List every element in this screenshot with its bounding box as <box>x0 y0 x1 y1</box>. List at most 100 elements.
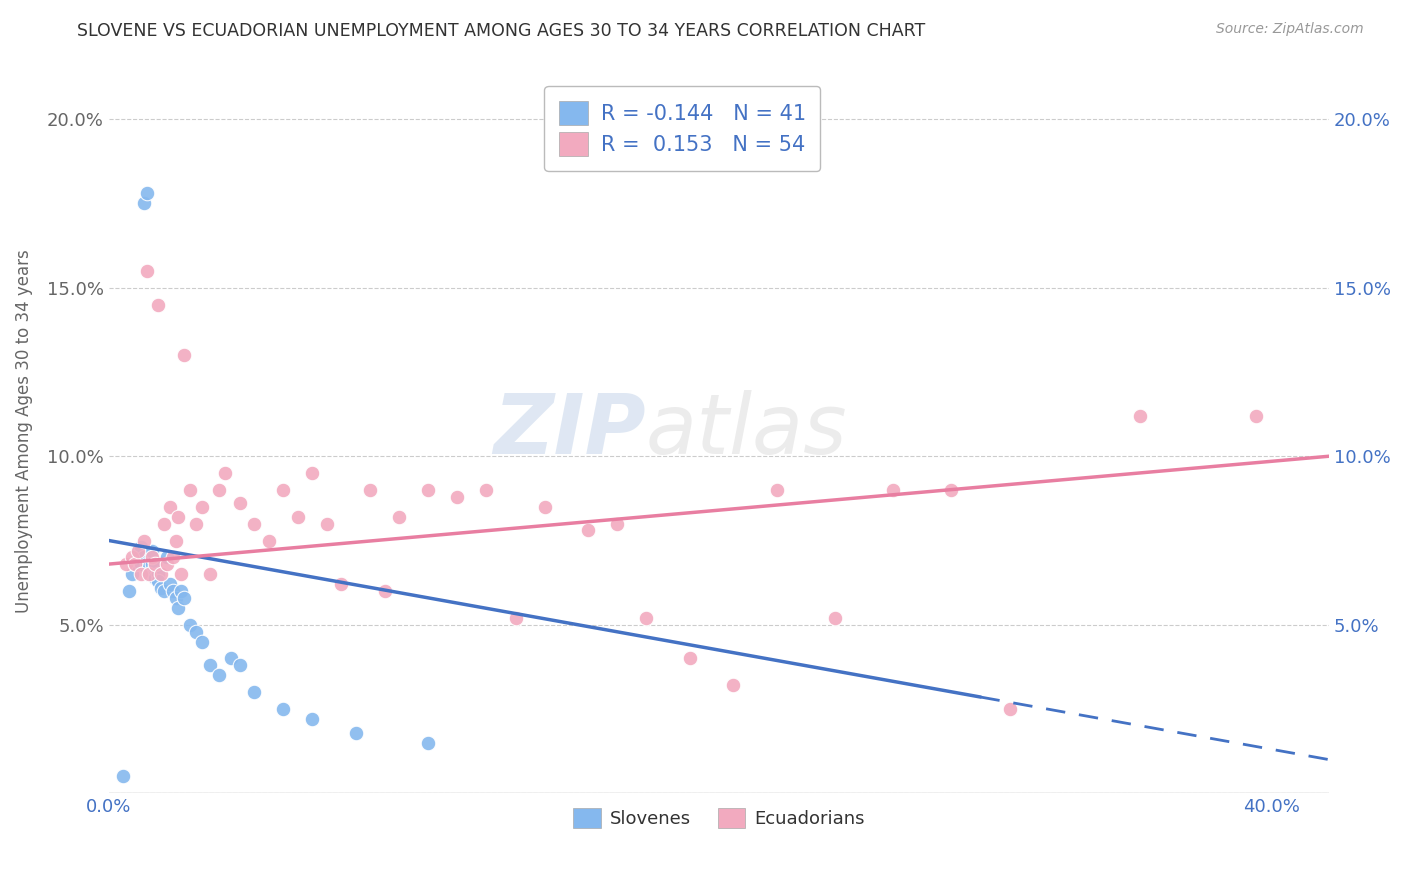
Point <box>219 651 242 665</box>
Point <box>121 550 143 565</box>
Point <box>679 651 702 665</box>
Point <box>138 567 160 582</box>
Point <box>184 624 207 639</box>
Point <box>167 509 190 524</box>
Point <box>179 617 201 632</box>
Point <box>208 483 231 497</box>
Point <box>118 584 141 599</box>
Point <box>150 581 173 595</box>
Point <box>418 483 440 497</box>
Point <box>138 560 160 574</box>
Point <box>146 574 169 588</box>
Point <box>208 668 231 682</box>
Point <box>115 557 138 571</box>
Point <box>301 466 323 480</box>
Point <box>156 557 179 571</box>
Point <box>228 658 250 673</box>
Point <box>159 500 181 514</box>
Point <box>141 543 163 558</box>
Point <box>146 297 169 311</box>
Point <box>723 678 745 692</box>
Text: Source: ZipAtlas.com: Source: ZipAtlas.com <box>1216 22 1364 37</box>
Point <box>162 584 184 599</box>
Point <box>243 685 266 699</box>
Point <box>162 550 184 565</box>
Point <box>243 516 266 531</box>
Point <box>533 500 555 514</box>
Text: ZIP: ZIP <box>494 391 645 472</box>
Y-axis label: Unemployment Among Ages 30 to 34 years: Unemployment Among Ages 30 to 34 years <box>15 249 32 613</box>
Point <box>165 533 187 548</box>
Point <box>146 567 169 582</box>
Point <box>271 483 294 497</box>
Point <box>150 567 173 582</box>
Point <box>941 483 963 497</box>
Legend: Slovenes, Ecuadorians: Slovenes, Ecuadorians <box>567 801 872 835</box>
Point <box>167 601 190 615</box>
Point <box>153 584 176 599</box>
Point <box>446 490 468 504</box>
Point <box>228 496 250 510</box>
Point <box>190 634 212 648</box>
Text: SLOVENE VS ECUADORIAN UNEMPLOYMENT AMONG AGES 30 TO 34 YEARS CORRELATION CHART: SLOVENE VS ECUADORIAN UNEMPLOYMENT AMONG… <box>77 22 925 40</box>
Point <box>505 611 527 625</box>
Point <box>129 541 152 555</box>
Point <box>129 567 152 582</box>
Point <box>170 584 193 599</box>
Point <box>301 712 323 726</box>
Point <box>132 196 155 211</box>
Point <box>179 483 201 497</box>
Point <box>1246 409 1268 423</box>
Point <box>124 557 146 571</box>
Point <box>214 466 236 480</box>
Point <box>388 509 411 524</box>
Point <box>156 550 179 565</box>
Point <box>271 702 294 716</box>
Point <box>141 550 163 565</box>
Point <box>127 550 149 565</box>
Point <box>184 516 207 531</box>
Point <box>143 557 166 571</box>
Point <box>190 500 212 514</box>
Point <box>132 533 155 548</box>
Point <box>165 591 187 605</box>
Point <box>998 702 1021 716</box>
Point <box>173 591 195 605</box>
Point <box>127 543 149 558</box>
Point <box>121 567 143 582</box>
Point <box>138 567 160 582</box>
Point <box>330 577 353 591</box>
Point <box>153 516 176 531</box>
Point <box>1129 409 1152 423</box>
Point <box>200 567 222 582</box>
Point <box>173 348 195 362</box>
Point <box>636 611 658 625</box>
Point <box>824 611 846 625</box>
Point <box>606 516 628 531</box>
Point <box>359 483 381 497</box>
Point <box>129 557 152 571</box>
Point <box>344 725 367 739</box>
Point <box>135 186 157 201</box>
Point <box>287 509 309 524</box>
Point <box>200 658 222 673</box>
Point <box>374 584 396 599</box>
Point <box>576 524 599 538</box>
Text: atlas: atlas <box>645 391 848 472</box>
Point <box>882 483 904 497</box>
Point <box>143 571 166 585</box>
Point <box>127 543 149 558</box>
Point <box>135 557 157 571</box>
Point <box>475 483 498 497</box>
Point <box>135 264 157 278</box>
Point <box>257 533 280 548</box>
Point <box>124 557 146 571</box>
Point <box>418 736 440 750</box>
Point <box>159 577 181 591</box>
Point <box>170 567 193 582</box>
Point <box>315 516 337 531</box>
Point <box>132 550 155 565</box>
Point <box>141 557 163 571</box>
Point <box>766 483 789 497</box>
Point <box>112 770 135 784</box>
